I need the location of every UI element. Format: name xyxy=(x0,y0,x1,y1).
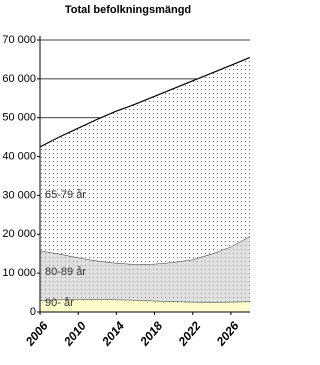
area-edge xyxy=(39,56,251,148)
y-tick-label: 50 000 xyxy=(2,112,36,124)
x-tick-label: 2010 xyxy=(60,319,89,349)
x-tick-label: 2018 xyxy=(137,319,166,349)
y-tick-label: 40 000 xyxy=(2,150,36,162)
x-tick-label: 2026 xyxy=(213,319,242,349)
y-tick-label: 20 000 xyxy=(2,228,36,240)
series-label: 80-89 år xyxy=(45,266,86,278)
series-label: 90- år xyxy=(45,297,74,309)
area-texture xyxy=(40,236,250,303)
y-tick-label: 60 000 xyxy=(2,73,36,85)
y-tick-label: 70 000 xyxy=(2,34,36,46)
x-tick-label: 2022 xyxy=(175,319,204,349)
y-tick-label: 10 000 xyxy=(2,267,36,279)
chart-title: Total befolkningsmängd xyxy=(65,4,191,16)
chart: Total befolkningsmängd 0 10 000 20 000 30 0… xyxy=(2,4,251,349)
y-tick-label: 0 xyxy=(30,306,36,318)
y-tick-label: 30 000 xyxy=(2,189,36,201)
x-tick-label: 2014 xyxy=(99,319,128,349)
area-texture xyxy=(40,57,250,265)
series-label: 65-79 år xyxy=(45,189,86,201)
x-tick-label: 2006 xyxy=(22,319,51,349)
